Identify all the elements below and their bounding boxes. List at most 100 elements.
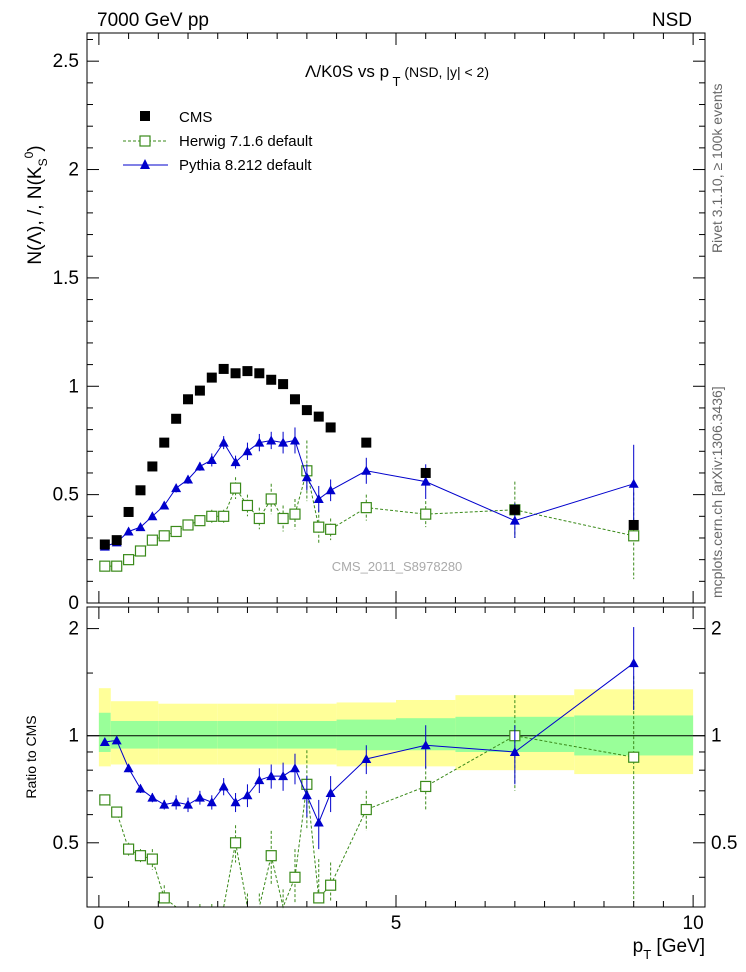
ratio-pythia-point — [325, 788, 336, 798]
ratio-pythia-point — [206, 797, 217, 807]
cms-point — [218, 363, 229, 374]
ratio-herwig-point — [313, 892, 325, 904]
herwig-point — [170, 525, 182, 538]
pythia-point — [313, 493, 324, 503]
herwig-point — [277, 512, 289, 525]
ratio-pythia-point — [313, 817, 324, 827]
cms-point — [420, 467, 431, 478]
cms-point — [147, 461, 158, 472]
pythia-point — [183, 474, 194, 484]
ratio-pythia-point — [135, 783, 146, 793]
ratio-herwig-point — [325, 879, 337, 891]
ratio-y-tick-label: 2 — [68, 619, 79, 640]
ratio-herwig-point — [134, 850, 147, 862]
ratio-pythia-point — [111, 735, 122, 745]
herwig-point — [241, 499, 254, 512]
cms-point — [325, 422, 336, 433]
y-tick-label: 2.5 — [53, 51, 79, 72]
herwig-point — [628, 530, 640, 542]
ratio-herwig-point — [229, 837, 242, 849]
cms-point — [266, 374, 277, 385]
cms-point — [628, 519, 639, 530]
ratio-pythia-point — [147, 792, 158, 802]
herwig-point — [420, 508, 432, 520]
cms-point — [206, 372, 217, 383]
ratio-pythia-point — [361, 754, 372, 764]
ratio-pythia-point — [99, 737, 110, 747]
y-tick-label: 1 — [68, 376, 79, 397]
pythia-point — [242, 446, 253, 456]
ratio-pythia-point — [266, 771, 277, 781]
pythia-point — [123, 526, 134, 536]
pythia-point — [289, 435, 300, 445]
ratio-herwig-point — [122, 843, 135, 855]
header-right: NSD — [652, 10, 692, 31]
y-axis-label: N(Λ), /, N(KS0) — [22, 145, 50, 264]
cms-point — [313, 411, 324, 422]
svg-text:Ratio to CMS: Ratio to CMS — [23, 715, 39, 798]
pythia-point — [135, 522, 146, 532]
legend-marker-herwig — [139, 135, 151, 147]
legend-label-herwig: Herwig 7.1.6 default — [179, 133, 313, 150]
pythia-point — [159, 500, 170, 510]
pythia-line — [104, 439, 634, 548]
title-cond: (NSD, |y| < 2) — [400, 64, 489, 80]
legend-label-cms: CMS — [179, 109, 212, 126]
ratio-band-inner — [98, 712, 111, 752]
cms-point — [171, 413, 182, 424]
pythia-point — [325, 485, 336, 495]
ratio-y-tick-label-right: 0.5 — [711, 833, 737, 854]
title-main: Λ/K0S vs p — [305, 62, 389, 81]
pythia-point — [266, 435, 277, 445]
herwig-point — [313, 521, 325, 533]
ratio-pythia-point — [218, 781, 229, 791]
cms-point — [230, 368, 241, 379]
herwig-point — [229, 482, 242, 494]
pythia-point — [147, 511, 158, 521]
ratio-pythia-point — [194, 792, 205, 802]
ratio-herwig-point — [420, 780, 432, 793]
ratio-pythia-point — [171, 797, 182, 807]
ratio-panel: 0.5 0.5 1 1 2 2 0 5 10 Ratio to CMS pT [GeV] — [23, 606, 737, 962]
herwig-point — [289, 508, 301, 520]
ratio-band-inner — [277, 720, 337, 749]
herwig-point — [325, 523, 337, 535]
pythia-point — [206, 454, 217, 464]
ratio-pythia-point — [183, 799, 194, 809]
ratio-pythia-point — [242, 790, 253, 800]
cms-point — [289, 394, 300, 405]
svg-text:N(Λ), /, N(KS0): N(Λ), /, N(KS0) — [22, 145, 50, 264]
cms-point — [194, 385, 205, 396]
header-left: 7000 GeV pp — [97, 10, 209, 31]
cms-point — [242, 366, 253, 377]
legend-marker-cms — [140, 111, 150, 121]
cms-point — [254, 368, 265, 379]
ratio-pythia-point — [230, 797, 241, 807]
analysis-watermark: CMS_2011_S8978280 — [332, 559, 463, 574]
ratio-pythia-point — [509, 746, 520, 756]
ratio-herwig-line — [104, 735, 634, 909]
pythia-point — [278, 437, 289, 447]
ratio-herwig-point — [360, 803, 372, 816]
cms-point — [111, 535, 122, 546]
pythia-point — [194, 461, 205, 471]
ratio-band-inner — [158, 720, 218, 749]
cms-point — [509, 504, 520, 515]
cms-point — [183, 394, 194, 405]
legend-label-pythia: Pythia 8.212 default — [179, 157, 312, 174]
ratio-pythia-point — [254, 775, 265, 785]
ratio-pythia-point — [628, 658, 639, 668]
ratio-herwig-point — [289, 871, 301, 883]
ratio-pythia-point — [159, 799, 170, 809]
ratio-y-tick-label-right: 2 — [711, 619, 722, 640]
y-tick-label: 1.5 — [53, 268, 79, 289]
cms-point — [123, 506, 134, 517]
ratio-y-axis-label: Ratio to CMS — [23, 715, 39, 798]
cms-point — [301, 405, 312, 416]
x-tick-label: 10 — [683, 913, 704, 934]
legend: CMS Herwig 7.1.6 default Pythia 8.212 de… — [123, 109, 313, 174]
y-tick-label: 2 — [68, 160, 79, 181]
herwig-point — [122, 554, 135, 566]
herwig-point — [218, 510, 230, 522]
side-label-bottom: mcplots.cern.ch [arXiv:1306.3436] — [709, 386, 725, 598]
